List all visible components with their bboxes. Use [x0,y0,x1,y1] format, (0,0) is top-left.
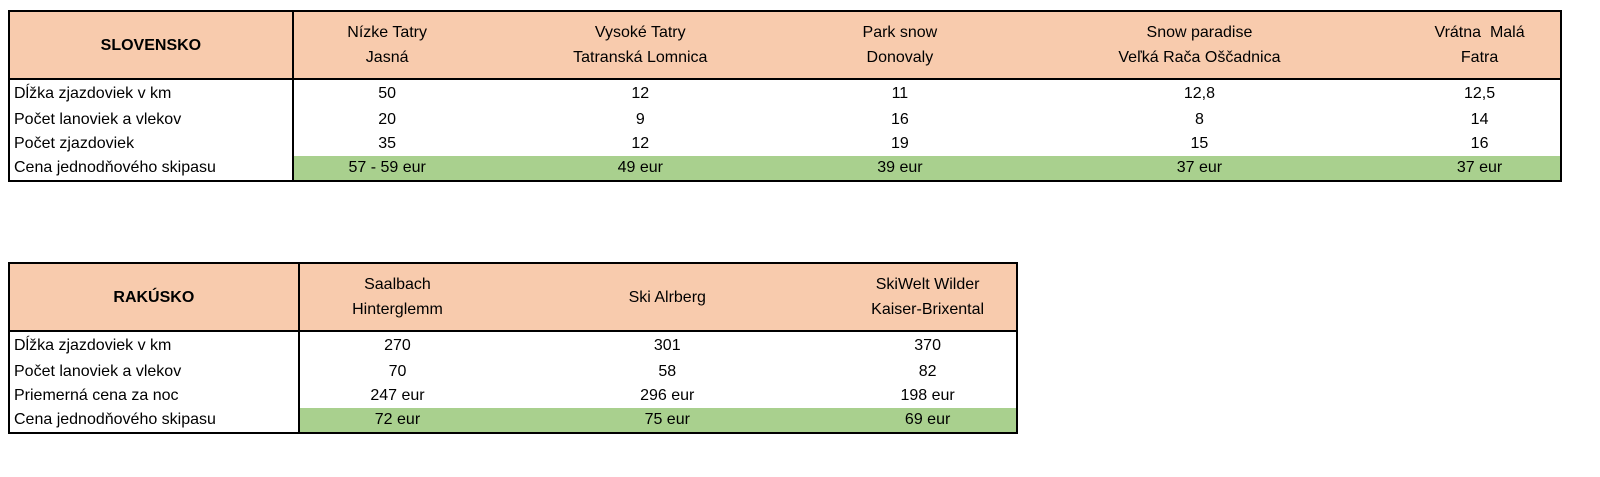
table-row: Priemerná cena za noc 247 eur 296 eur 198 e… [9,384,1017,408]
column-header: Vrátna Malá Fatra [1399,11,1561,80]
table-cell: 301 [653,337,681,354]
row-label: Dĺžka zjazdoviek v km [9,79,294,108]
column-header: Ski Alrberg [495,263,840,332]
table-cell: 19 [890,135,909,152]
table-row: Počet lanoviek a vlekov 20 9 16 8 14 [9,108,1561,132]
table-cell: 270 [384,337,411,354]
slovensko-table: SLOVENSKO Nízke Tatry Jasná Vysoké Tatry T… [8,10,1562,182]
table-cell: 12 [631,85,650,102]
table-cell: 14 [1470,111,1489,128]
table-cell: 16 [1470,135,1489,152]
table-cell: 57 - 59 eur [292,156,481,181]
table-cell: 75 eur [495,408,840,433]
table-row: Cena jednodňového skipasu 72 eur 75 eur 69 … [9,408,1017,433]
column-header: Nízke Tatry Jasná [292,11,481,80]
header-row: SLOVENSKO Nízke Tatry Jasná Vysoké Tatry T… [9,11,1561,80]
column-header: Park snow Donovaly [800,11,1000,80]
row-label: Dĺžka zjazdoviek v km [9,331,300,360]
table-cell: 72 eur [298,408,496,433]
table-cell: 198 eur [900,387,955,404]
table-cell: 12,8 [1183,85,1215,102]
table-cell: 16 [890,111,909,128]
table-row: Dĺžka zjazdoviek v km 270 301 370 [9,331,1017,360]
column-header: Saalbach Hinterglemm [298,263,496,332]
table-row: Cena jednodňového skipasu 57 - 59 eur 49 e… [9,156,1561,181]
row-label: Počet lanoviek a vlekov [9,360,300,384]
table-cell: 9 [635,111,645,128]
table-cell: 11 [891,85,909,102]
table-cell: 296 eur [640,387,695,404]
table-cell: 370 [914,337,941,354]
table-cell: 8 [1194,111,1204,128]
row-label: Cena jednodňového skipasu [9,156,294,181]
row-label: Cena jednodňového skipasu [9,408,300,433]
table-cell: 58 [658,363,677,380]
column-header: SkiWelt Wilder Kaiser-Brixental [839,263,1017,332]
table-title: SLOVENSKO [9,11,294,80]
table-row: Počet lanoviek a vlekov 70 58 82 [9,360,1017,384]
header-row: RAKÚSKO Saalbach Hinterglemm Ski Alrberg … [9,263,1017,332]
table-cell: 70 [388,363,407,380]
table-cell: 35 [378,135,397,152]
table-title: RAKÚSKO [9,263,300,332]
table-cell: 12,5 [1464,85,1496,102]
table-row: Dĺžka zjazdoviek v km 50 12 11 12,8 12,5 [9,79,1561,108]
column-header: Snow paradise Veľká Rača Oščadnica [999,11,1400,80]
table-cell: 15 [1190,135,1209,152]
table-cell: 37 eur [1399,156,1561,181]
table-cell: 20 [378,111,397,128]
table-cell: 49 eur [480,156,801,181]
table-cell: 12 [631,135,650,152]
column-header: Vysoké Tatry Tatranská Lomnica [480,11,801,80]
row-label: Počet zjazdoviek [9,132,294,156]
row-label: Počet lanoviek a vlekov [9,108,294,132]
rakusko-table: RAKÚSKO Saalbach Hinterglemm Ski Alrberg … [8,262,1018,434]
table-cell: 82 [918,363,937,380]
table-cell: 50 [378,85,397,102]
table-row: Počet zjazdoviek 35 12 19 15 16 [9,132,1561,156]
table-cell: 69 eur [839,408,1017,433]
row-label: Priemerná cena za noc [9,384,300,408]
table-cell: 37 eur [999,156,1400,181]
table-cell: 247 eur [370,387,425,404]
table-cell: 39 eur [800,156,1000,181]
